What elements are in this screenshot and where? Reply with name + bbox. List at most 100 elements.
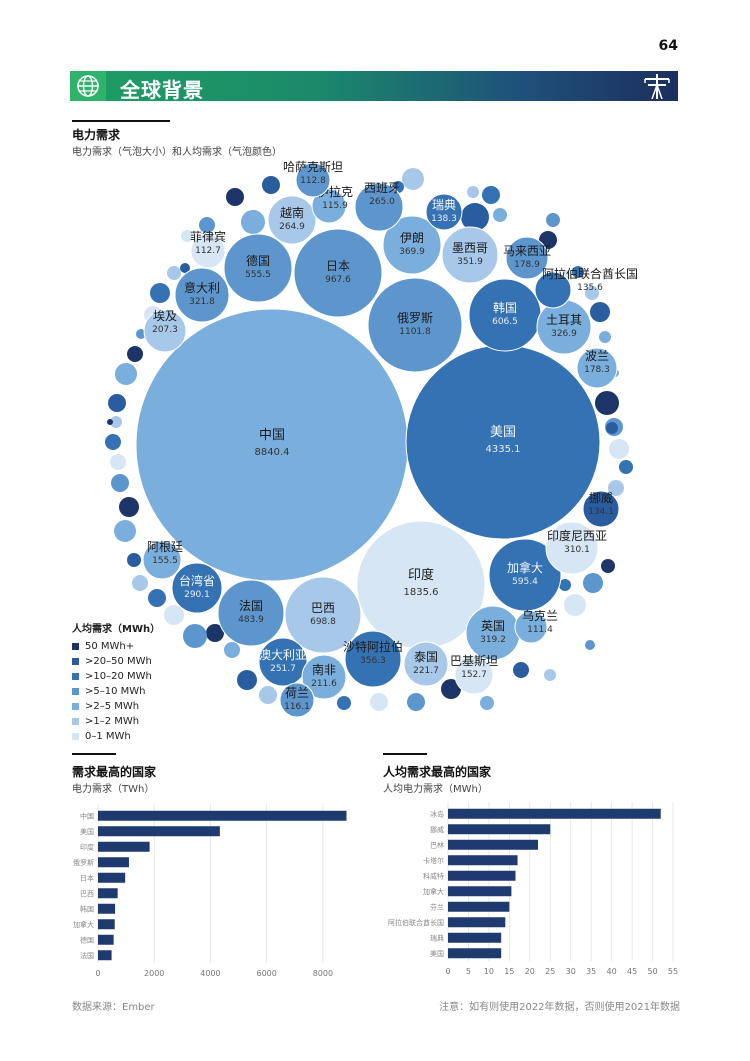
- bubble-value: 356.3: [360, 656, 386, 666]
- main-chart-subtitle: 电力需求（气泡大小）和人均需求（气泡颜色）: [72, 147, 282, 158]
- bubble-value: 264.9: [279, 222, 305, 232]
- bubble-circle: [441, 226, 499, 284]
- globe-icon: [70, 71, 106, 101]
- bubble-circle: [514, 610, 548, 644]
- small-bubble: [601, 559, 615, 573]
- bubble-circle: [142, 540, 182, 580]
- right-bar-subtitle: 人均电力需求（MWh）: [383, 784, 488, 795]
- category-label: 日本: [80, 873, 94, 882]
- bubble: 泰国 221.7: [403, 641, 449, 687]
- small-bubble: [119, 497, 139, 517]
- bubble-circle: [293, 228, 383, 318]
- bubble-circle: [403, 641, 449, 687]
- bubble-label: 南非: [312, 662, 336, 677]
- bar: [98, 888, 118, 899]
- category-label: 冰岛: [430, 809, 444, 818]
- small-bubble: [167, 266, 181, 280]
- bubble-value: 211.6: [311, 679, 337, 689]
- bubble-label: 日本: [326, 259, 350, 273]
- category-label: 巴林: [430, 840, 444, 849]
- small-bubble: [493, 208, 507, 222]
- small-bubble: [199, 217, 215, 233]
- legend-label: >2–5 MWh: [85, 701, 140, 712]
- small-bubble: [110, 416, 122, 428]
- bubble-value: 134.1: [588, 507, 614, 517]
- bubble-circle: [488, 538, 562, 612]
- small-bubble: [110, 454, 126, 470]
- x-tick-label: 0: [95, 969, 100, 978]
- bar: [448, 932, 502, 943]
- bubble-value: 321.8: [189, 297, 215, 307]
- small-bubble: [105, 434, 121, 450]
- x-tick-label: 25: [545, 967, 555, 976]
- bubble: 台湾省 290.1: [171, 562, 223, 614]
- small-bubble: [590, 302, 610, 322]
- bubble-value: 351.9: [457, 257, 483, 267]
- bubble-label: 埃及: [153, 309, 177, 323]
- legend-item: >5–10 MWh: [72, 684, 160, 699]
- legend-item: 50 MWh+: [72, 639, 160, 654]
- legend-item: >10–20 MWh: [72, 669, 160, 684]
- bubble-label: 中国: [259, 428, 285, 443]
- bubble: 菲律宾 112.7: [190, 229, 226, 269]
- small-bubble: [559, 579, 571, 591]
- bubble-value: 138.3: [431, 214, 457, 224]
- bubble: 沙特阿拉伯 356.3: [343, 630, 403, 688]
- bubble-label: 巴基斯坦: [450, 654, 498, 668]
- bubble: 韩国 606.5: [468, 278, 542, 352]
- bubble: 加拿大 595.4: [488, 538, 562, 612]
- bar: [448, 808, 661, 819]
- bubble-circle: [267, 195, 317, 245]
- power-tower-icon: [642, 73, 672, 100]
- bubble: 马来西亚 178.9: [503, 236, 551, 280]
- bar: [98, 857, 129, 868]
- bubble-circle: [311, 188, 347, 224]
- bubble: 乌克兰 111.4: [514, 608, 558, 644]
- bar: [448, 855, 518, 866]
- footer-source: 数据来源：Ember: [72, 1002, 155, 1013]
- bubble-circle: [354, 182, 404, 232]
- bubble: 阿根廷 155.5: [142, 540, 183, 580]
- bubble: 德国 555.5: [223, 233, 293, 303]
- bubble-label: 波兰: [585, 349, 609, 363]
- bubble: 法国 483.9: [217, 579, 285, 647]
- x-tick-label: 45: [627, 967, 637, 976]
- small-bubble: [164, 605, 184, 625]
- small-bubble: [467, 186, 479, 198]
- x-tick-label: 35: [586, 967, 596, 976]
- bubble-circle: [174, 267, 230, 323]
- x-tick-label: 0: [445, 967, 450, 976]
- bar: [448, 870, 516, 881]
- bubble: 南非 211.6: [301, 654, 347, 700]
- legend-item: >1–2 MWh: [72, 714, 160, 729]
- bubble-value: 326.9: [551, 329, 577, 339]
- bubble-value: 111.4: [527, 625, 553, 635]
- category-label: 印度: [80, 842, 94, 851]
- x-tick-label: 8000: [313, 969, 333, 978]
- small-bubble: [237, 670, 257, 690]
- small-bubble: [111, 474, 129, 492]
- bubble-circle: [171, 562, 223, 614]
- bubble-circle: [190, 233, 226, 269]
- bubble-label: 乌克兰: [522, 608, 558, 623]
- bubble-value: 595.4: [512, 577, 538, 587]
- bubble-label: 韩国: [493, 300, 517, 315]
- per-capita-bar-chart: 0 5 10 15 20 25 30 35 40 45 50 55 冰岛挪威巴林卡塔尔科威特加拿大芬兰阿…: [388, 802, 678, 976]
- small-bubble: [108, 394, 126, 412]
- bubble-circle: [454, 655, 494, 695]
- bubble: 英国 319.2: [465, 605, 521, 661]
- category-label: 巴西: [80, 890, 94, 898]
- category-label: 俄罗斯: [73, 858, 94, 867]
- small-bubble: [544, 669, 556, 681]
- legend-label: 50 MWh+: [85, 641, 135, 652]
- legend-swatch: [72, 703, 79, 710]
- small-bubble: [127, 346, 143, 362]
- right-bar-title: 人均需求最高的国家: [383, 765, 492, 779]
- category-label: 加拿大: [73, 920, 94, 929]
- bubble: 阿拉伯联合酋长国 135.6: [534, 266, 638, 309]
- bubble-value: 8840.4: [255, 447, 290, 458]
- bubble-value: 115.9: [322, 201, 348, 211]
- bubble-label: 泰国: [414, 650, 438, 664]
- bubble-label: 越南: [280, 205, 304, 220]
- legend-label: >5–10 MWh: [85, 686, 146, 697]
